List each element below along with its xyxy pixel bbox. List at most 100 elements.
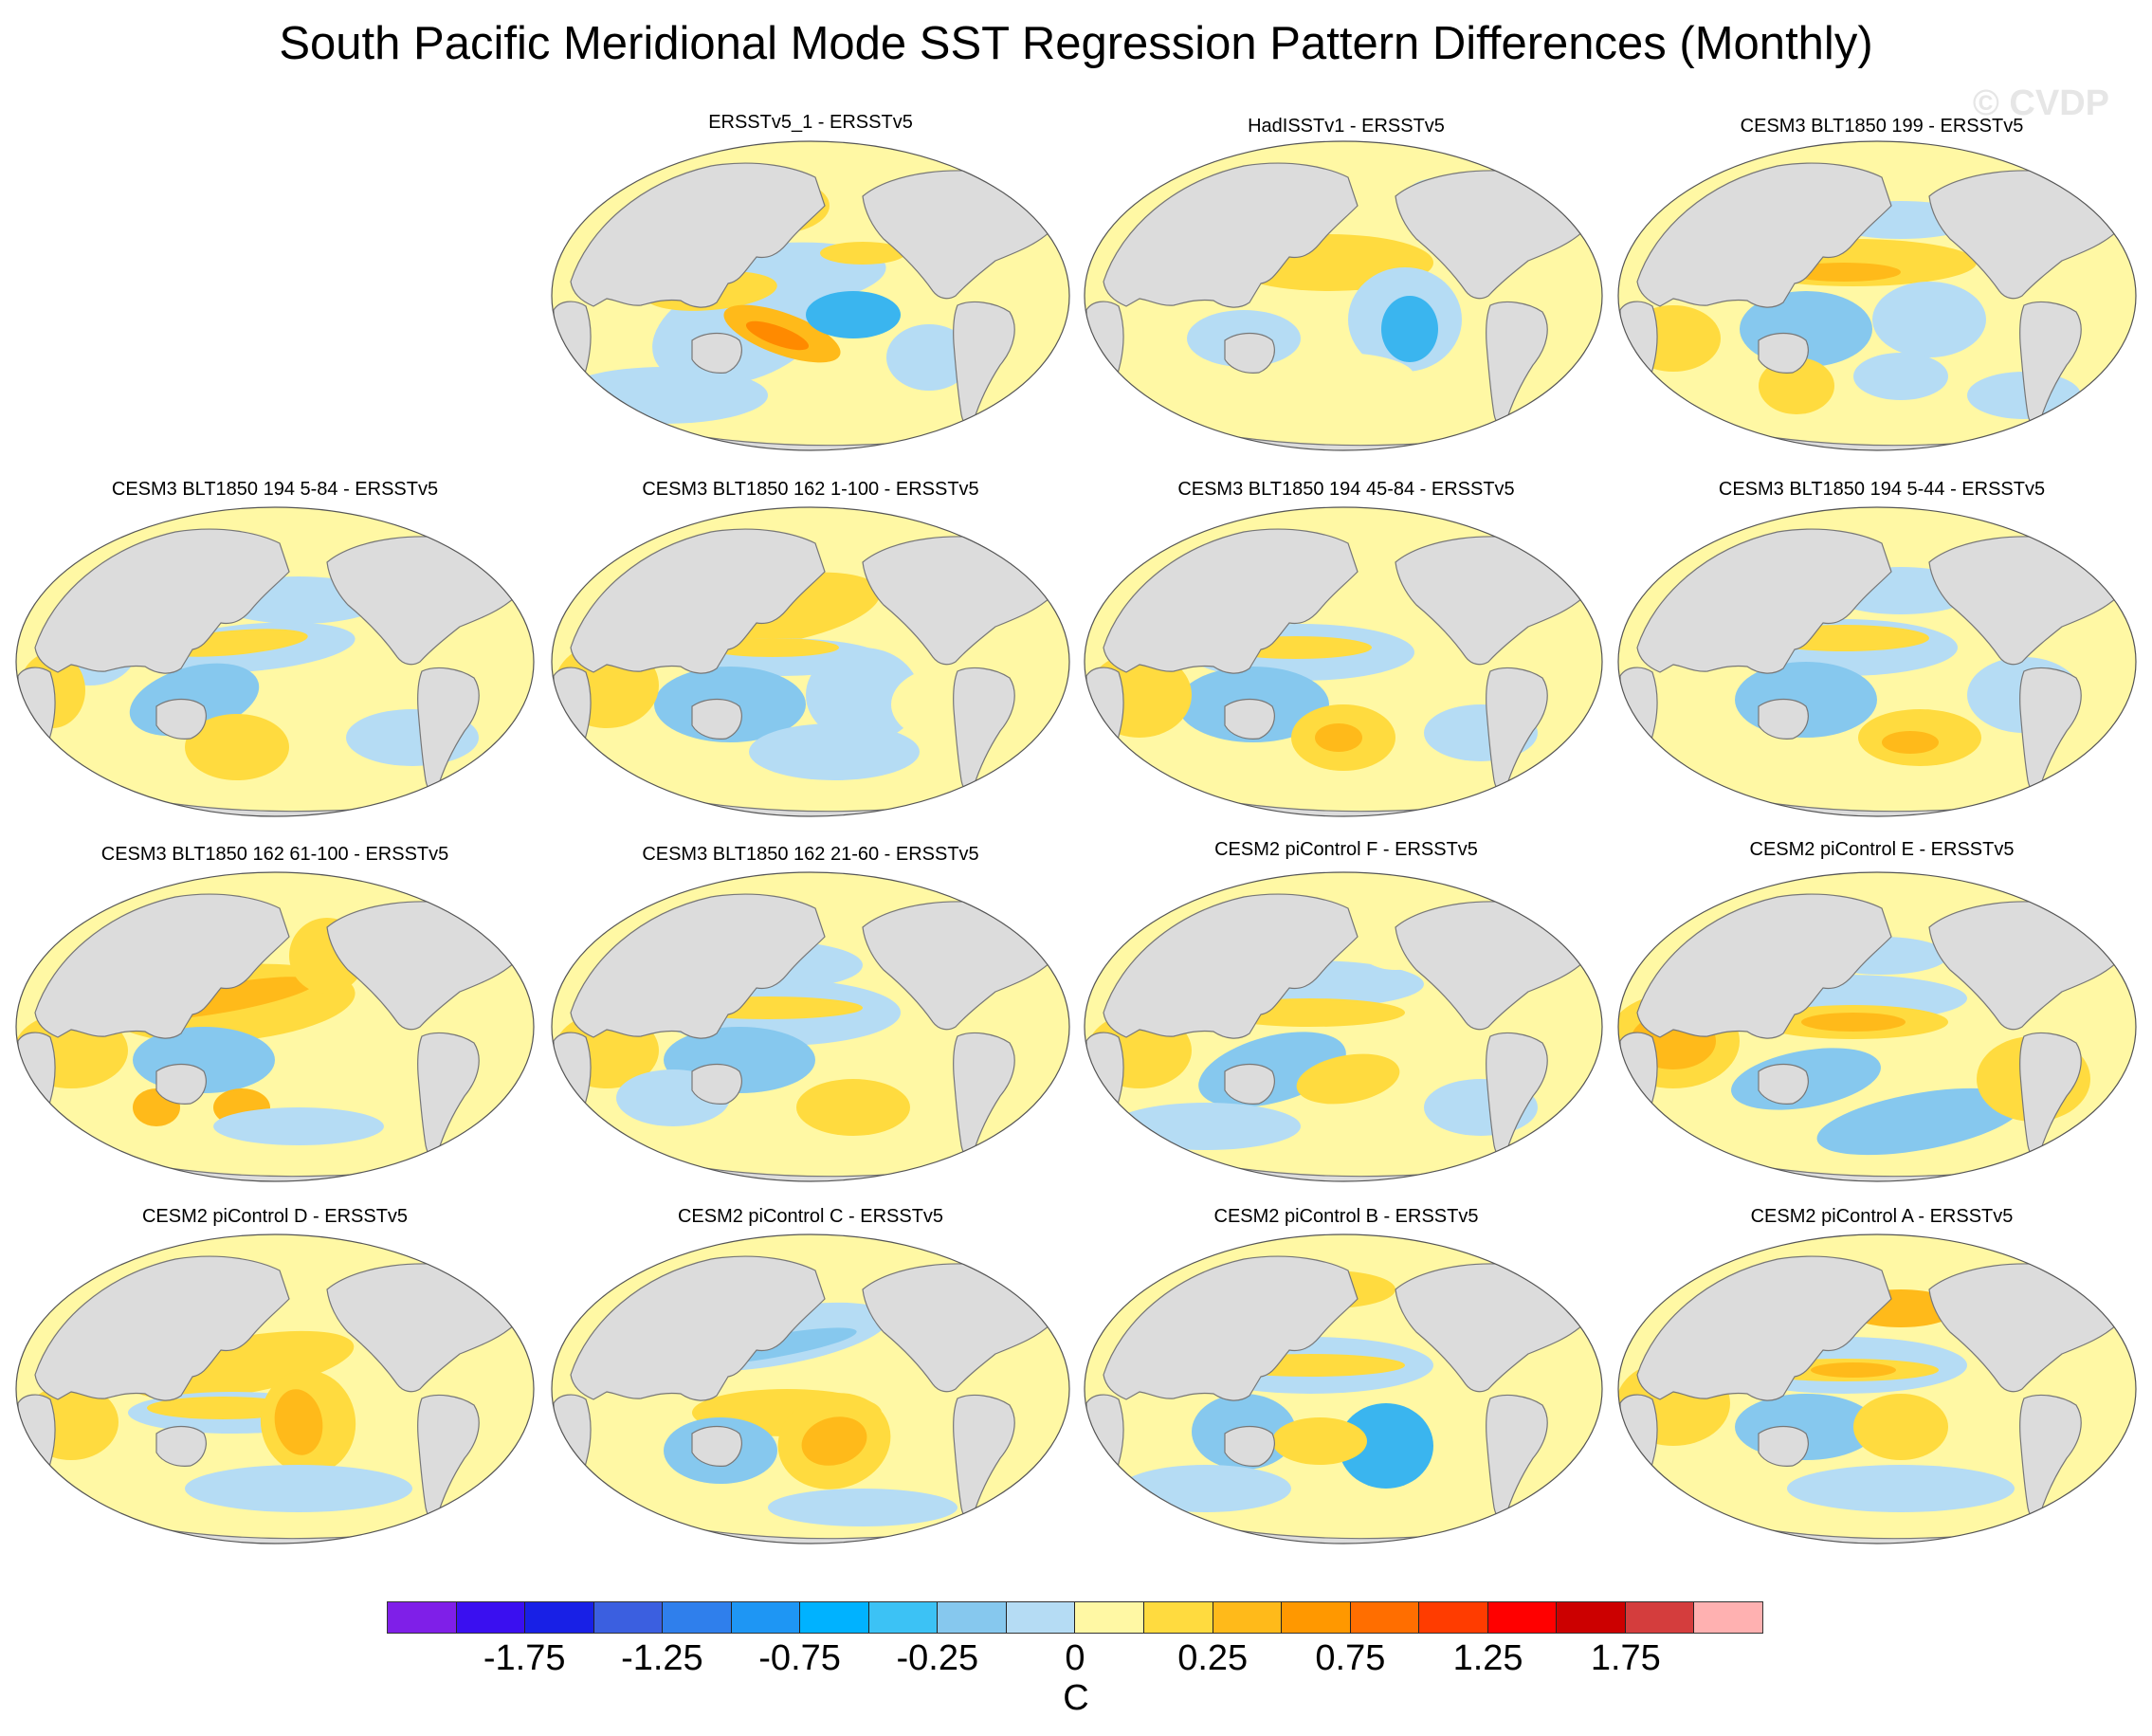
anomaly-region (213, 1107, 384, 1145)
landmass (1224, 1425, 1275, 1467)
anomaly-region (1296, 1053, 1400, 1105)
panel-title: CESM2 piControl B - ERSSTv5 (1213, 1206, 1479, 1227)
map-border (1617, 506, 2137, 817)
landmass (1085, 1032, 1124, 1119)
landmass (2061, 525, 2110, 551)
map-border (1084, 1233, 1603, 1544)
landmass (1636, 162, 1892, 308)
figure-title: South Pacific Meridional Mode SST Regres… (279, 18, 1873, 69)
landmass (1636, 528, 1892, 674)
colorbar-tick-label: 0.75 (1315, 1638, 1386, 1678)
panel-title: HadISSTv1 - ERSSTv5 (1248, 116, 1445, 137)
colorbar-tick-label: -0.75 (758, 1638, 841, 1678)
colorbar-swatch (1625, 1602, 1695, 1633)
colorbar-unit: C (1063, 1678, 1089, 1718)
landmass (1619, 1032, 1658, 1119)
anomaly-region (1787, 1465, 2015, 1512)
map-border (1617, 871, 2137, 1182)
colorbar-swatch (663, 1602, 732, 1633)
map-border (551, 1233, 1070, 1544)
anomaly-region (801, 1416, 867, 1466)
landmass (994, 1252, 1044, 1278)
map-panel (15, 871, 535, 1182)
landmass (34, 893, 290, 1039)
landmass (994, 890, 1044, 916)
landmass (1103, 162, 1359, 308)
landmass (1758, 1063, 1809, 1105)
anomaly-region (185, 714, 289, 780)
landmass (17, 1394, 56, 1481)
anomaly-region (274, 1389, 323, 1455)
map-border (1084, 871, 1603, 1182)
landmass (994, 525, 1044, 551)
landmass (155, 1425, 207, 1467)
panel-title: CESM3 BLT1850 162 21-60 - ERSSTv5 (642, 844, 979, 865)
panel-title: ERSSTv5_1 - ERSSTv5 (708, 112, 913, 133)
map-panel (1084, 871, 1603, 1182)
map-border (551, 871, 1070, 1182)
landmass (570, 1255, 826, 1401)
colorbar-swatch (388, 1602, 457, 1633)
anomaly-region (1811, 1362, 1896, 1378)
panel-title: CESM3 BLT1850 162 61-100 - ERSSTv5 (100, 844, 449, 865)
map-panel (1617, 871, 2137, 1182)
landmass (155, 698, 207, 740)
landmass (1224, 698, 1275, 740)
anomaly-region (886, 324, 972, 391)
anomaly-region (1315, 723, 1362, 752)
colorbar-swatch (456, 1602, 526, 1633)
landmass (553, 1394, 592, 1481)
map-panel (551, 140, 1070, 451)
landmass (17, 1032, 56, 1119)
anomaly-region (559, 367, 768, 424)
colorbar-swatch (593, 1602, 664, 1633)
colorbar-tick-label: 1.75 (1590, 1638, 1661, 1678)
landmass (1758, 332, 1809, 374)
map-border (551, 140, 1070, 451)
landmass (34, 528, 290, 674)
landmass (1527, 890, 1577, 916)
colorbar-tick-label: 0.25 (1177, 1638, 1249, 1678)
map-border (1617, 140, 2137, 451)
anomaly-region (1339, 1403, 1433, 1489)
landmass (17, 667, 56, 754)
anomaly-region (796, 1079, 910, 1136)
colorbar-swatch (1075, 1602, 1145, 1633)
anomaly-region (1853, 353, 1948, 400)
anomaly-region (1816, 1087, 2023, 1156)
landmass (459, 890, 508, 916)
colorbar-swatch (868, 1602, 939, 1633)
landmass (691, 332, 742, 374)
panel-title: CESM2 piControl E - ERSSTv5 (1749, 839, 2015, 860)
map-border (1617, 1233, 2137, 1544)
anomaly-region (749, 723, 920, 780)
colorbar-swatch (1487, 1602, 1558, 1633)
landmass (1224, 1063, 1275, 1105)
landmass (570, 528, 826, 674)
landmass (570, 162, 826, 308)
colorbar-swatch (1694, 1602, 1762, 1633)
map-panel (15, 506, 535, 817)
landmass (34, 1255, 290, 1401)
landmass (1758, 1425, 1809, 1467)
anomaly-region (185, 1465, 412, 1512)
map-panel (551, 506, 1070, 817)
panel-title: CESM2 piControl D - ERSSTv5 (141, 1206, 409, 1227)
watermark: © CVDP (1972, 83, 2109, 123)
landmass (155, 1063, 207, 1105)
panel-title: CESM3 BLT1850 162 1-100 - ERSSTv5 (642, 479, 979, 500)
landmass (1636, 893, 1892, 1039)
colorbar-tick-label: 1.25 (1452, 1638, 1523, 1678)
landmass (1527, 1252, 1577, 1278)
landmass (570, 893, 826, 1039)
landmass (691, 1063, 742, 1105)
colorbar-swatch (1006, 1602, 1076, 1633)
colorbar-swatch (1350, 1602, 1420, 1633)
landmass (1085, 667, 1124, 754)
landmass (1619, 667, 1658, 754)
anomaly-region (820, 242, 905, 265)
landmass (1103, 1255, 1359, 1401)
map-panel (551, 1233, 1070, 1544)
colorbar-swatch (1557, 1602, 1626, 1633)
anomaly-region (1381, 296, 1438, 362)
